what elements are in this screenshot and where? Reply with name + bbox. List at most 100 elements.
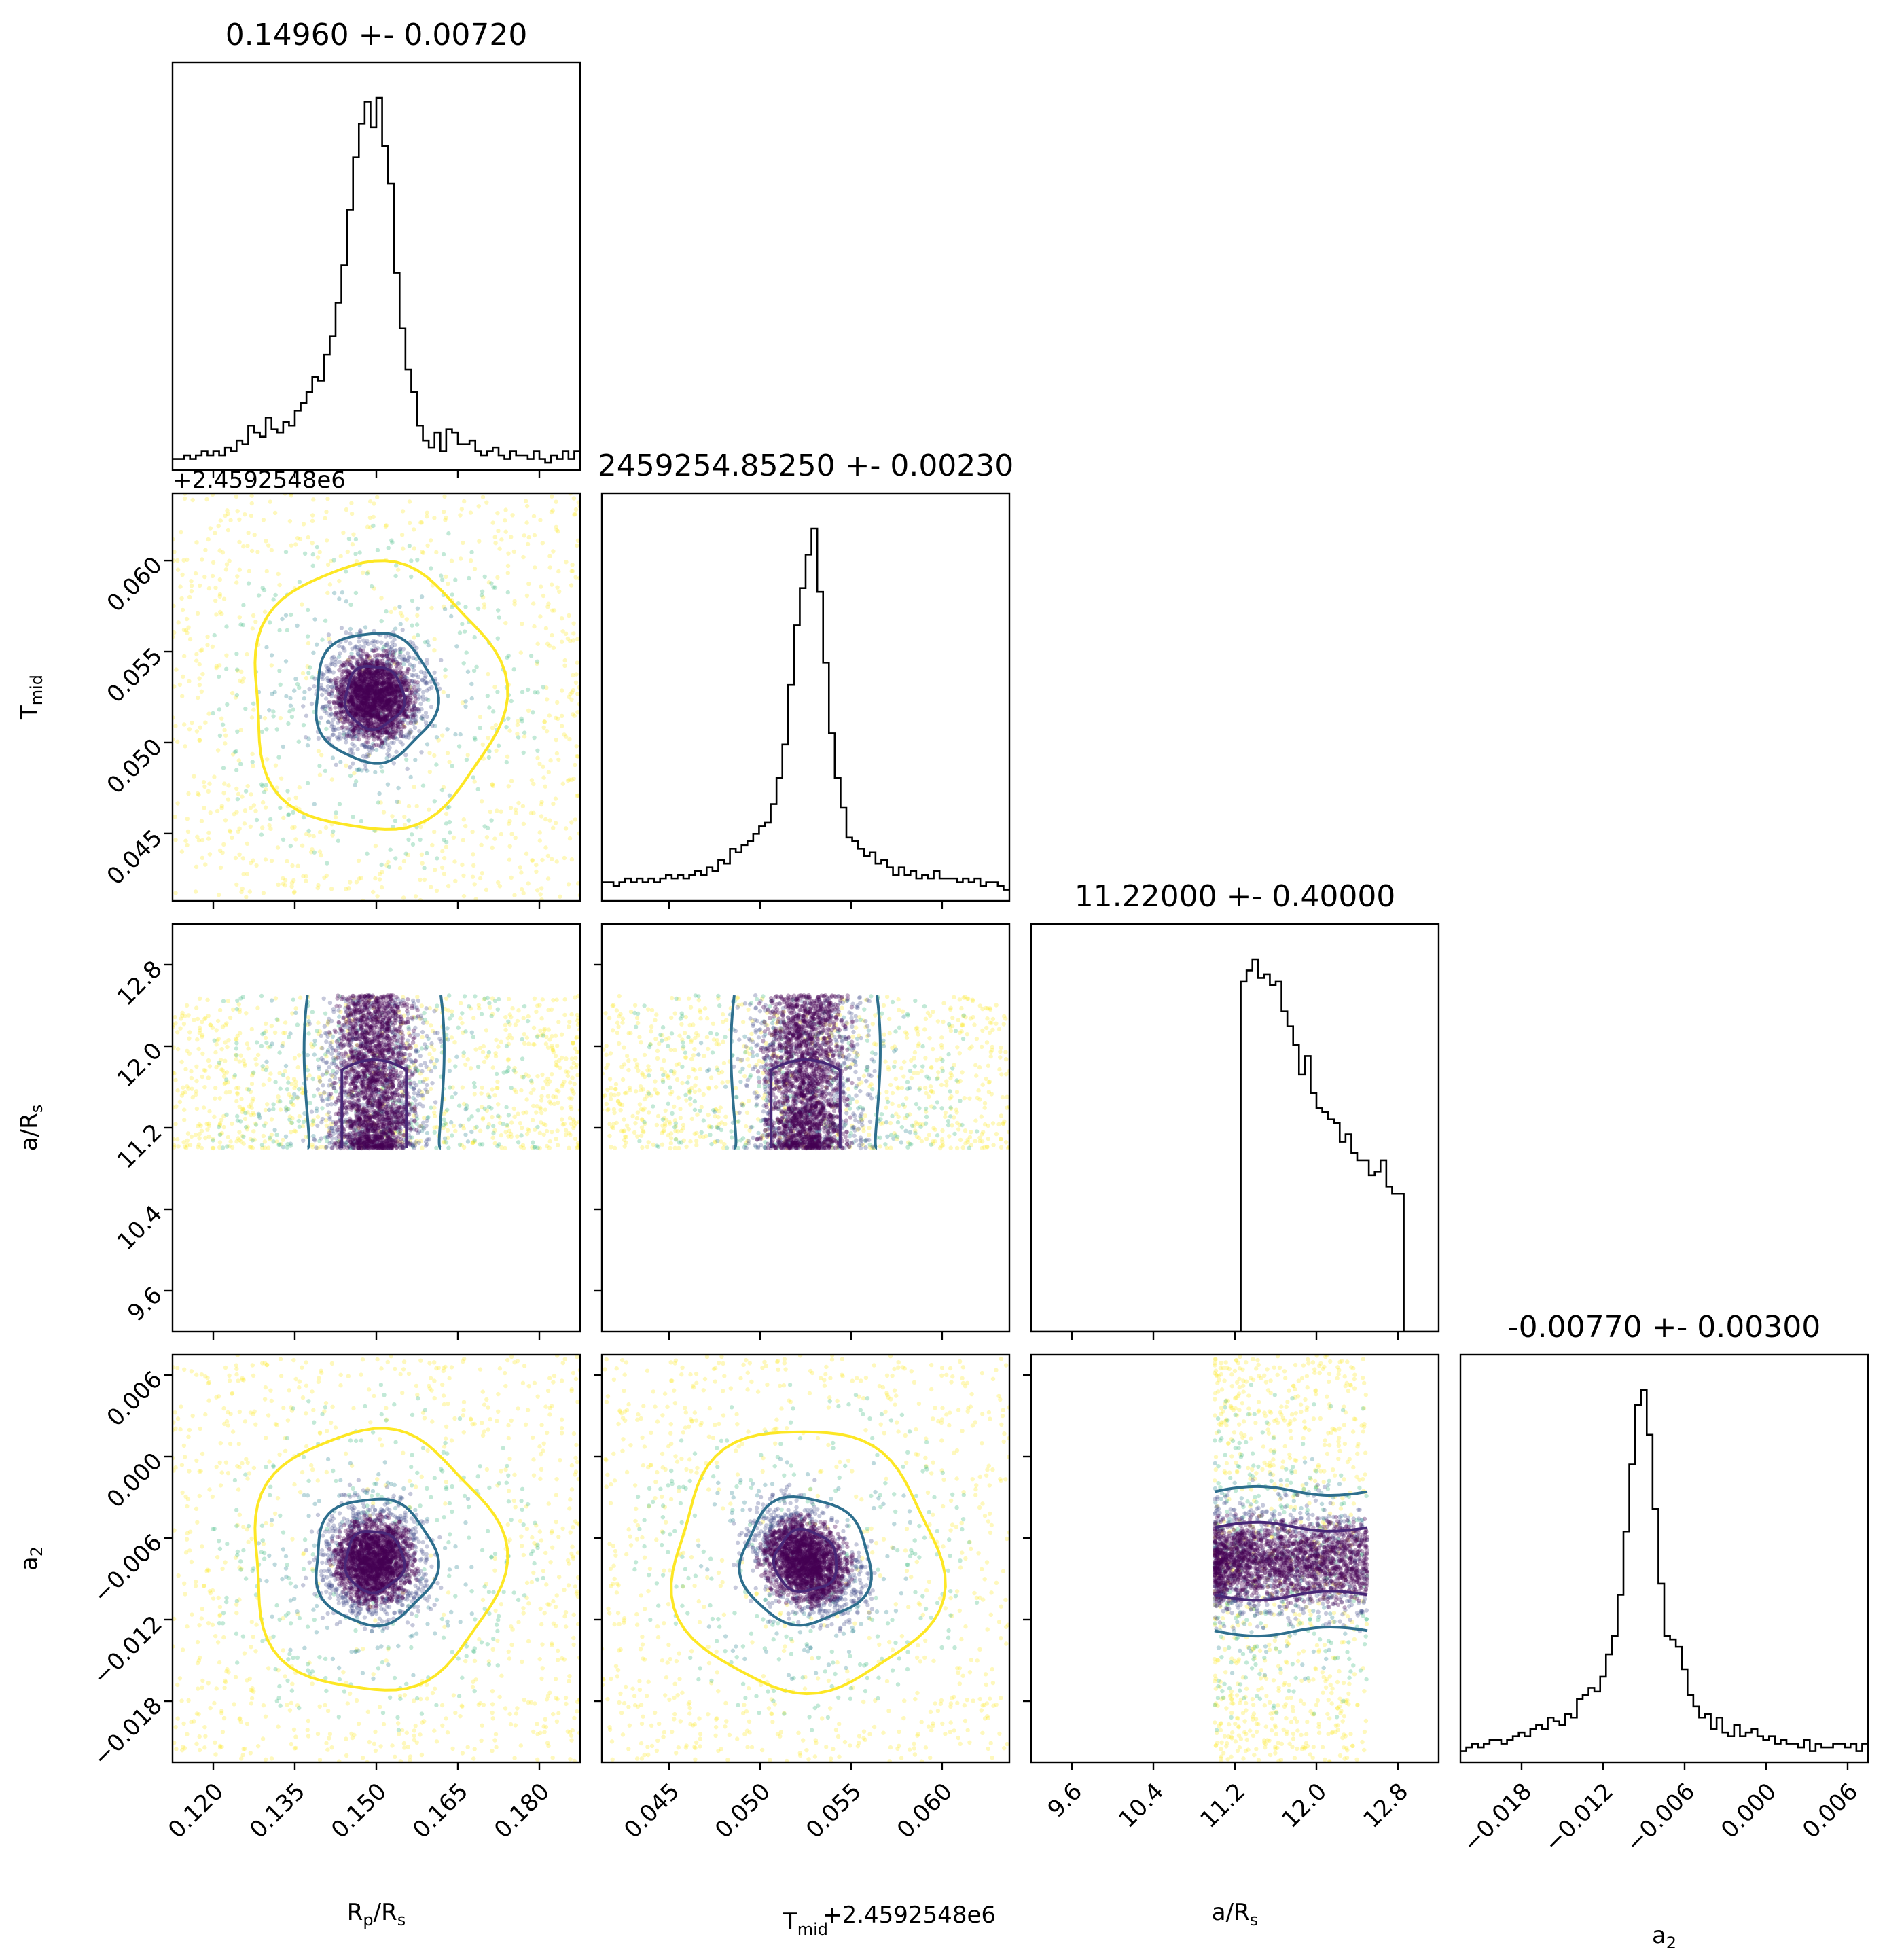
scatter-point: [545, 697, 550, 702]
scatter-point: [194, 652, 199, 657]
scatter-point: [413, 712, 418, 717]
scatter-point: [176, 620, 181, 625]
scatter-point: [408, 720, 413, 726]
scatter-point: [377, 691, 382, 696]
scatter-point: [197, 676, 202, 681]
scatter-point: [545, 876, 551, 881]
scatter-point: [462, 1145, 467, 1150]
scatter-point: [207, 1064, 213, 1069]
scatter-point: [338, 760, 343, 764]
scatter-point: [347, 729, 352, 734]
scatter-point: [383, 738, 388, 744]
scatter-point: [375, 711, 380, 717]
scatter-point: [369, 696, 374, 701]
scatter-point: [377, 679, 382, 684]
scatter-point: [469, 1066, 473, 1071]
scatter-point: [310, 513, 315, 518]
scatter-point: [363, 675, 367, 679]
scatter-point: [570, 1088, 575, 1094]
scatter-point: [326, 666, 331, 671]
scatter-point: [357, 678, 363, 683]
scatter-point: [360, 700, 365, 705]
scatter-point: [362, 744, 367, 749]
scatter-point: [187, 1036, 192, 1041]
scatter-point: [386, 701, 391, 707]
scatter-point: [226, 511, 230, 516]
scatter-point: [466, 1117, 471, 1122]
scatter-point: [370, 680, 375, 685]
scatter-point: [535, 641, 540, 646]
scatter-point: [493, 722, 499, 728]
scatter-point: [338, 703, 342, 708]
scatter-point: [378, 690, 383, 695]
scatter-point: [477, 1005, 482, 1011]
scatter-point: [374, 714, 379, 719]
scatter-point: [406, 853, 410, 857]
scatter-point: [394, 683, 399, 688]
scatter-point: [373, 706, 378, 711]
scatter-point: [293, 1010, 298, 1016]
scatter-point: [388, 703, 393, 708]
scatter-point: [217, 592, 223, 596]
scatter-point: [366, 679, 371, 685]
scatter-point: [261, 518, 266, 522]
scatter-point: [228, 829, 233, 834]
scatter-point: [242, 821, 247, 826]
scatter-point: [393, 705, 397, 710]
scatter-point: [351, 679, 355, 684]
scatter-point: [374, 707, 378, 713]
scatter-point: [538, 892, 543, 897]
scatter-point: [428, 679, 433, 684]
scatter-point: [535, 888, 540, 893]
scatter-point: [348, 728, 353, 733]
scatter-point: [380, 730, 385, 734]
scatter-point: [351, 761, 355, 766]
scatter-point: [347, 734, 352, 738]
scatter-point: [385, 648, 390, 654]
scatter-point: [351, 701, 355, 707]
scatter-point: [480, 589, 485, 594]
scatter-point: [357, 715, 361, 720]
scatter-point: [371, 699, 376, 705]
scatter-point: [358, 684, 363, 690]
scatter-point: [337, 732, 342, 737]
scatter-point: [377, 661, 382, 666]
scatter-point: [267, 1107, 272, 1113]
scatter-point: [392, 643, 397, 647]
scatter-point: [264, 1059, 269, 1065]
scatter-point: [420, 550, 425, 554]
scatter-point: [325, 562, 331, 567]
scatter-point: [371, 639, 376, 643]
scatter-point: [571, 673, 575, 678]
scatter-point: [387, 677, 391, 682]
scatter-point: [496, 880, 501, 885]
scatter-point: [311, 834, 316, 839]
scatter-point: [407, 709, 412, 713]
scatter-point: [272, 690, 277, 695]
scatter-point: [355, 684, 359, 689]
scatter-point: [354, 692, 359, 697]
scatter-point: [363, 660, 369, 664]
scatter-point: [460, 622, 465, 626]
scatter-point: [370, 734, 376, 739]
scatter-point: [234, 810, 239, 815]
scatter-point: [361, 707, 366, 712]
scatter-point: [340, 703, 345, 709]
scatter-point: [353, 694, 358, 700]
scatter-point: [234, 786, 239, 791]
scatter-point: [303, 735, 308, 740]
scatter-point: [380, 740, 384, 745]
scatter-point: [531, 710, 535, 715]
scatter-point: [387, 692, 391, 696]
scatter-point: [321, 1083, 325, 1088]
scatter-point: [394, 698, 399, 703]
scatter-point: [336, 720, 340, 725]
scatter-point: [365, 691, 371, 696]
scatter-point: [556, 1143, 560, 1147]
scatter-point: [271, 714, 276, 719]
scatter-point: [511, 549, 516, 554]
scatter-point: [413, 718, 418, 723]
scatter-point: [480, 1050, 486, 1054]
scatter-point: [336, 726, 340, 732]
scatter-point: [456, 744, 462, 749]
